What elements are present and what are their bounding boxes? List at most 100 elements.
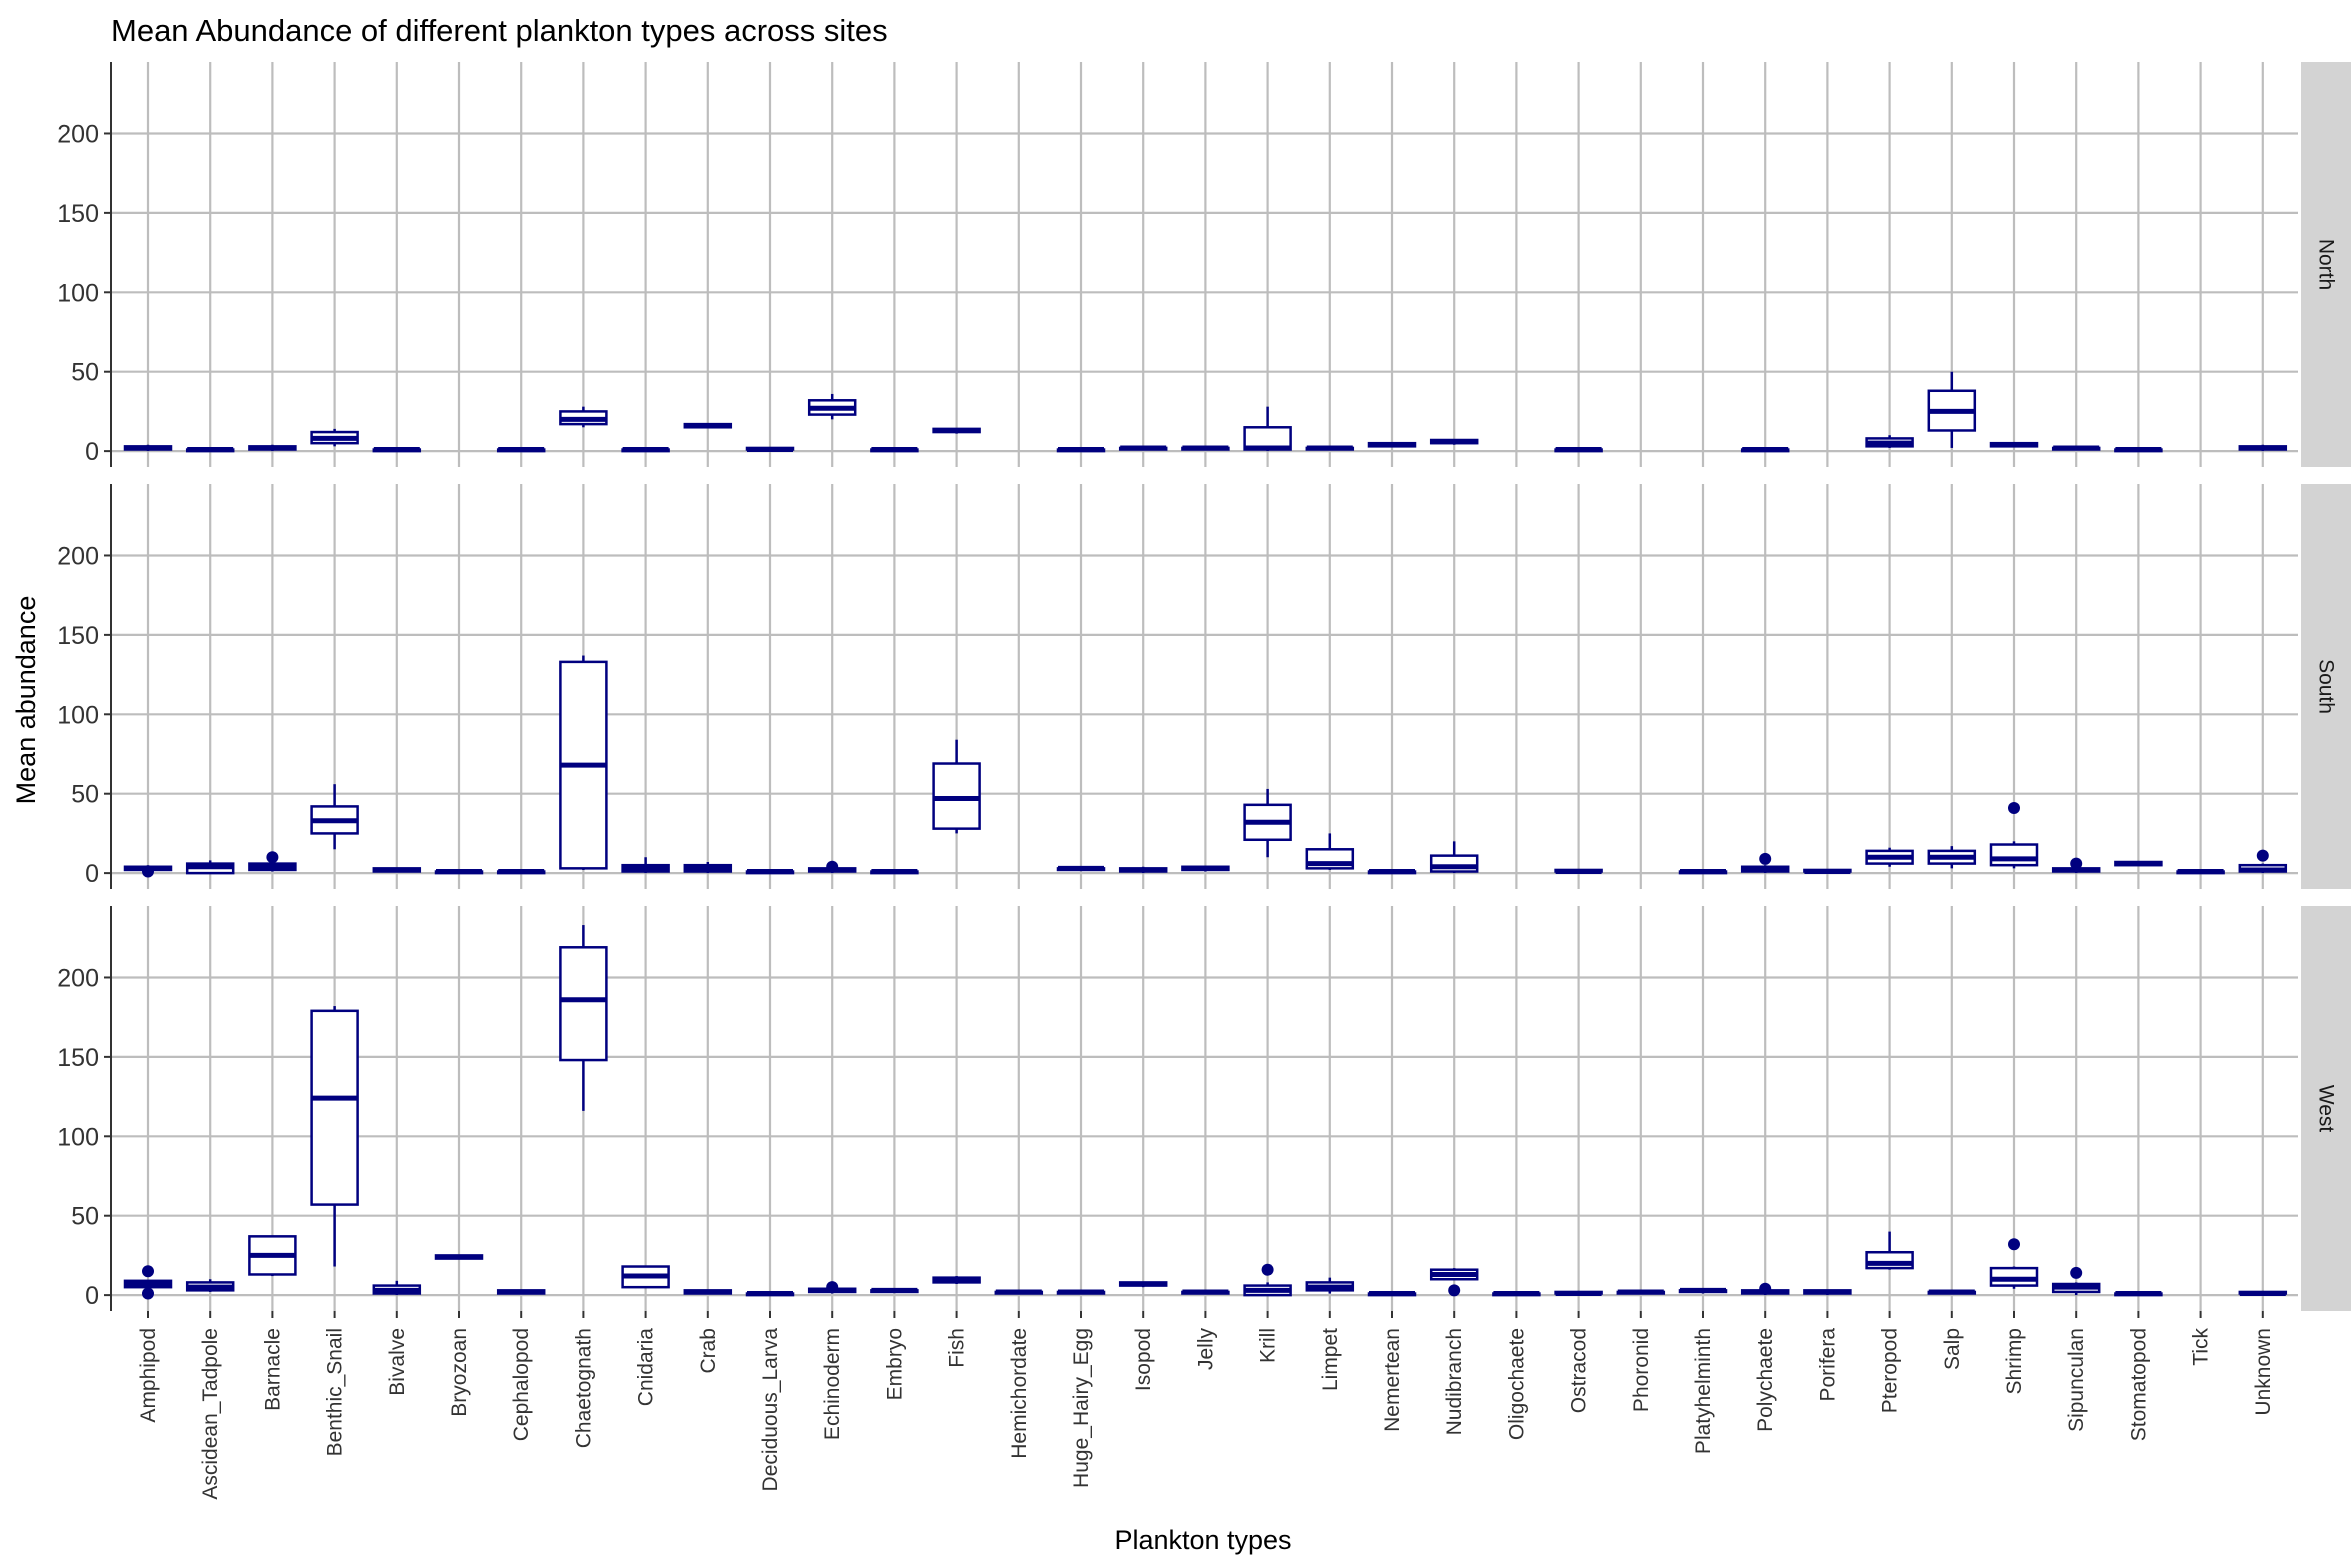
box-limpet-north	[1305, 445, 1355, 451]
outlier-point	[1759, 852, 1772, 865]
outlier-point	[1261, 1263, 1274, 1276]
axes: 0 50 100 150 200 0 50 100 150 200 0 50 100 150 200	[57, 62, 2264, 1318]
box-polychaete-north	[1740, 447, 1790, 453]
box-ascidean-tadpole-west	[185, 1279, 235, 1292]
box-amphipod-west	[123, 1265, 173, 1300]
y-tick-label: 150	[57, 200, 99, 228]
x-tick-label-deciduous-larva: Deciduous_Larva	[759, 1328, 782, 1492]
box-sipunculan-west	[2051, 1266, 2101, 1296]
box-salp-south	[1927, 846, 1977, 869]
x-tick-labels: Amphipod Ascidean_Tadpole Barnacle Benthic_…	[137, 1328, 2275, 1500]
box-barnacle-north	[248, 444, 297, 452]
box-salp-north	[1927, 371, 1977, 448]
box-bryozoan-west	[434, 1254, 484, 1260]
box-chaetognath-south	[559, 655, 608, 870]
x-tick-label-ostracod: Ostracod	[1568, 1328, 1591, 1413]
box-pteropod-south	[1865, 847, 1914, 867]
x-tick-label-bivalve: Bivalve	[386, 1328, 409, 1396]
outlier-point	[142, 1287, 154, 1300]
x-tick-label-platyhelminth: Platyhelminth	[1692, 1328, 1715, 1454]
box-amphipod-north	[123, 444, 173, 452]
box-embryo-west	[870, 1287, 919, 1294]
box-nemertean-south	[1367, 869, 1417, 875]
box-fish-north	[932, 427, 981, 434]
facet-strip-south	[2301, 484, 2351, 889]
box-cnidaria-south	[621, 857, 670, 874]
x-tick-label-embryo: Embryo	[883, 1328, 906, 1400]
x-tick-label-nemertean: Nemertean	[1381, 1328, 1404, 1432]
box-phoronid-west	[1616, 1289, 1666, 1295]
box-pteropod-north	[1865, 435, 1914, 448]
box-embryo-north	[870, 447, 919, 453]
x-tick-label-cephalopod: Cephalopod	[510, 1328, 533, 1441]
box-stomatopod-west	[2114, 1291, 2163, 1297]
box-barnacle-south	[248, 851, 297, 872]
x-tick-label-shrimp: Shrimp	[2003, 1328, 2026, 1395]
outlier-point	[826, 860, 839, 873]
x-tick-label-amphipod: Amphipod	[137, 1328, 160, 1423]
box-platyhelminth-south	[1678, 869, 1728, 875]
y-tick-label: 50	[71, 781, 99, 809]
y-tick-label: 100	[57, 701, 99, 729]
box-cephalopod-south	[496, 869, 546, 875]
y-tick-label: 0	[85, 1282, 99, 1310]
box-nudibranch-north	[1429, 438, 1479, 445]
x-tick-label-benthic-snail: Benthic_Snail	[324, 1328, 347, 1456]
box-fish-south	[932, 739, 981, 834]
box-nudibranch-south	[1429, 841, 1479, 874]
outlier-point	[1759, 1282, 1772, 1295]
y-tick-label: 200	[57, 120, 99, 148]
facet-label-south: South	[2315, 659, 2338, 714]
box-echinoderm-south	[807, 860, 857, 874]
box-crab-south	[683, 862, 733, 874]
box-ostracod-south	[1554, 868, 1603, 875]
box-benthic-snail-north	[310, 428, 359, 447]
box-cnidaria-north	[621, 447, 670, 453]
box-ostracod-north	[1554, 447, 1603, 453]
box-krill-north	[1243, 406, 1292, 452]
box-fish-west	[932, 1276, 981, 1284]
box-crab-west	[683, 1289, 733, 1295]
box-embryo-south	[870, 869, 919, 875]
x-tick-label-ascidean-tadpole: Ascidean_Tadpole	[199, 1328, 222, 1500]
outlier-point	[2256, 849, 2269, 862]
x-tick-label-polychaete: Polychaete	[1754, 1328, 1777, 1432]
box-benthic-snail-south	[310, 784, 359, 850]
box-isopod-south	[1118, 866, 1168, 874]
box-crab-north	[683, 422, 733, 429]
box-barnacle-west	[248, 1235, 297, 1277]
y-tick-label: 50	[71, 1203, 99, 1231]
x-tick-label-sipunculan: Sipunculan	[2065, 1328, 2088, 1432]
box-huge-hairy-egg-west	[1056, 1289, 1106, 1295]
chart-title: Mean Abundance of different plankton typ…	[111, 13, 888, 48]
box-nemertean-west	[1367, 1291, 1417, 1297]
box-cephalopod-west	[496, 1289, 546, 1295]
outlier-point	[826, 1281, 839, 1294]
box-amphipod-south	[123, 865, 173, 878]
x-tick-label-oligochaete: Oligochaete	[1505, 1328, 1528, 1440]
box-cnidaria-west	[621, 1265, 670, 1289]
grid-layer	[111, 62, 2298, 1311]
box-platyhelminth-west	[1678, 1287, 1728, 1294]
box-unknown-south	[2238, 849, 2288, 874]
box-deciduous-larva-south	[745, 869, 795, 875]
box-sipunculan-south	[2051, 857, 2101, 874]
box-shrimp-south	[1989, 802, 2039, 869]
box-stomatopod-north	[2114, 447, 2163, 453]
box-jelly-south	[1181, 865, 1230, 872]
box-shrimp-north	[1989, 441, 2039, 448]
x-tick-label-hemichordate: Hemichordate	[1008, 1328, 1031, 1459]
box-polychaete-south	[1740, 852, 1790, 874]
box-shrimp-west	[1989, 1238, 2039, 1289]
box-salp-west	[1927, 1289, 1977, 1295]
outlier-point	[142, 1265, 154, 1278]
x-tick-label-nudibranch: Nudibranch	[1443, 1328, 1466, 1435]
y-tick-label: 150	[57, 1044, 99, 1072]
box-isopod-north	[1118, 445, 1168, 451]
y-tick-label: 200	[57, 964, 99, 992]
x-tick-label-krill: Krill	[1257, 1328, 1280, 1363]
outlier-point	[2070, 857, 2083, 870]
y-tick-label: 50	[71, 359, 99, 387]
